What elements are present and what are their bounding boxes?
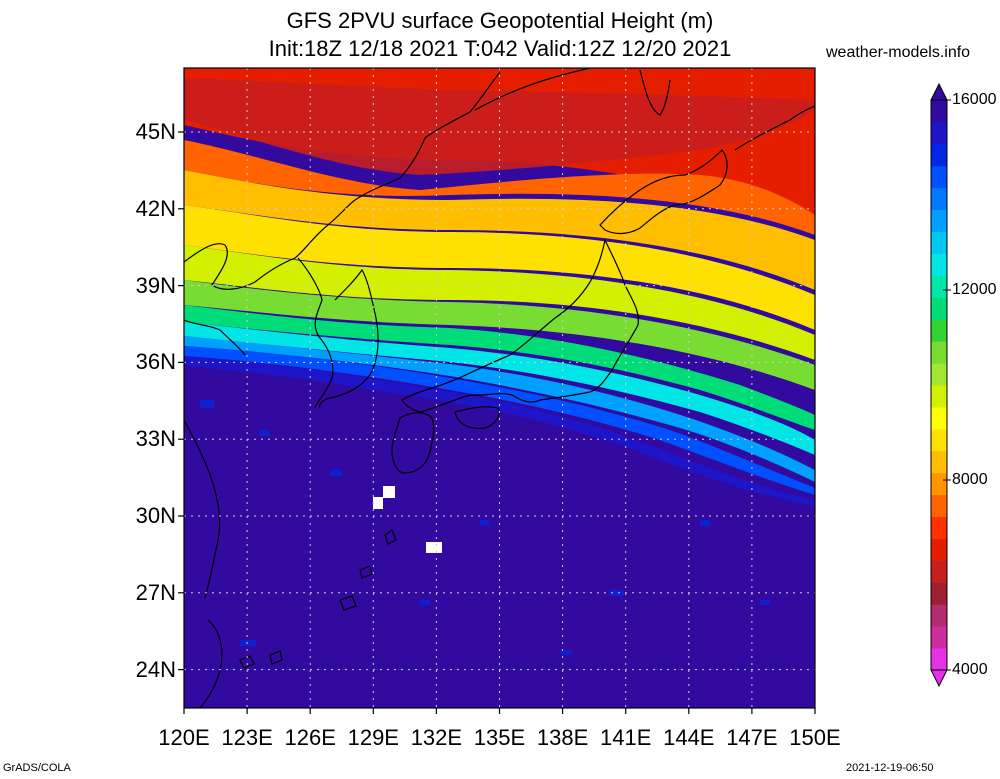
colorbar-segment [931,648,947,671]
colorbar-segment [931,341,947,364]
colorbar-segment [931,209,947,233]
colorbar-segment [931,363,947,386]
lon-label: 138E [536,725,589,750]
colorbar-segment [931,231,947,254]
colorbar-segment [931,450,947,474]
lat-label: 30N [135,503,176,528]
colorbar-segment [931,385,947,408]
lon-label: 129E [347,725,399,750]
lat-label: 45N [135,119,176,144]
colorbar-segment [931,275,947,298]
lon-label: 147E [726,725,778,750]
colorbar-segment [931,428,947,452]
lon-label: 126E [284,725,336,750]
lat-label: 33N [135,426,176,452]
colorbar-segment [931,560,947,583]
colorbar-min-arrow [930,669,948,688]
lon-label: 135E [473,725,526,750]
colorbar-segment [931,187,947,211]
colorbar-segment [931,297,947,320]
axis-ticks [178,131,816,714]
colorbar-segment [931,604,947,627]
colorbar-label: 8000 [952,471,988,488]
colorbar-label: 4000 [952,661,988,678]
lat-label: 24N [135,656,176,682]
lon-label: 123E [221,725,273,750]
lon-label: 120E [158,725,210,750]
site-credit: weather-models.info [826,44,971,61]
colorbar-segment [931,319,947,342]
colorbar-label: 12000 [952,281,997,298]
footer-timestamp: 2021-12-19-06:50 [846,762,934,774]
colorbar-segment [931,143,947,167]
colorbar-segment [931,494,947,518]
coastlines [184,68,815,708]
chart-title: GFS 2PVU surface Geopotential Height (m) [286,8,714,33]
height-field [184,68,815,708]
colorbar-label: 16000 [952,91,997,108]
chart-subtitle: Init:18Z 12/18 2021 T:042 Valid:12Z 12/2… [268,36,732,61]
colorbar-segment [931,121,947,145]
lon-label: 144E [663,725,715,750]
lon-label: 132E [410,725,463,750]
colorbar-max-arrow [930,82,948,101]
lat-label: 27N [135,579,176,605]
footer-software: GrADS/COLA [3,762,71,774]
lon-label: 150E [789,725,841,750]
colorbar-segment [931,100,947,123]
lon-label: 141E [599,725,652,750]
colorbar-segment [931,406,947,430]
lat-label: 42N [135,195,176,221]
colorbar-segment [931,165,947,189]
colorbar-segment [931,253,947,276]
colorbar-frame [930,99,948,671]
colorbar-segment [931,582,947,605]
colorbar [930,82,951,688]
colorbar-segment [931,516,947,539]
colorbar-segment [931,626,947,649]
colorbar-segment [931,472,947,496]
colorbar-segment [931,538,947,561]
lat-label: 39N [135,272,176,298]
lat-label: 36N [135,349,176,375]
